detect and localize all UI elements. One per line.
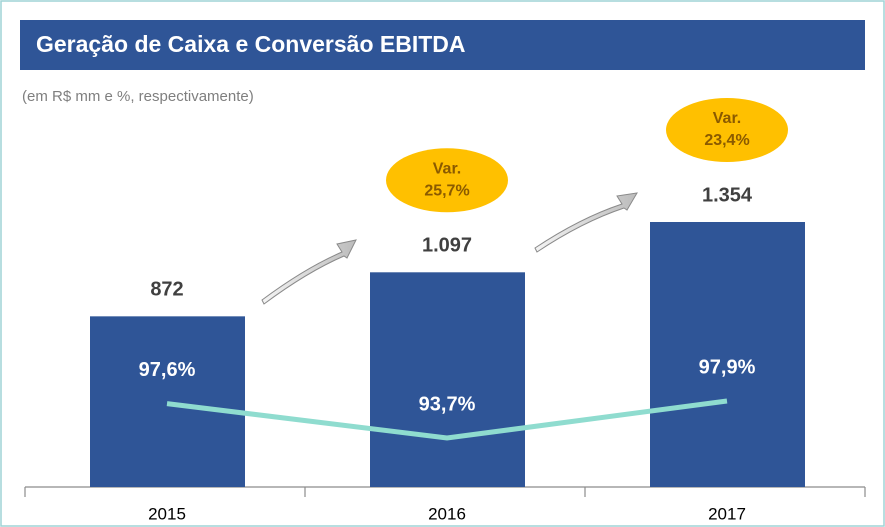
variation-badge [666, 98, 788, 162]
x-tick-label: 2017 [708, 504, 746, 523]
line-value-label: 93,7% [419, 393, 476, 415]
variation-badge [386, 148, 508, 213]
line-value-label: 97,9% [699, 356, 756, 378]
variation-value: 23,4% [704, 132, 749, 149]
variation-value: 25,7% [424, 183, 469, 200]
bar [650, 222, 805, 487]
variation-label: Var. [433, 161, 461, 178]
chart-title: Geração de Caixa e Conversão EBITDA [36, 31, 466, 57]
subtitle: (em R$ mm e %, respectivamente) [22, 88, 254, 105]
bar-value-label: 1.354 [702, 184, 753, 206]
bar-value-label: 1.097 [422, 235, 472, 257]
title-bar [20, 20, 865, 70]
x-tick-label: 2015 [148, 504, 186, 523]
x-tick-label: 2016 [428, 504, 466, 523]
line [166, 398, 728, 441]
bar [370, 272, 525, 487]
growth-arrow [261, 239, 357, 305]
growth-arrow [534, 192, 638, 253]
variation-label: Var. [713, 110, 741, 127]
bar-value-label: 872 [150, 279, 183, 301]
line-value-label: 97,6% [139, 359, 196, 381]
